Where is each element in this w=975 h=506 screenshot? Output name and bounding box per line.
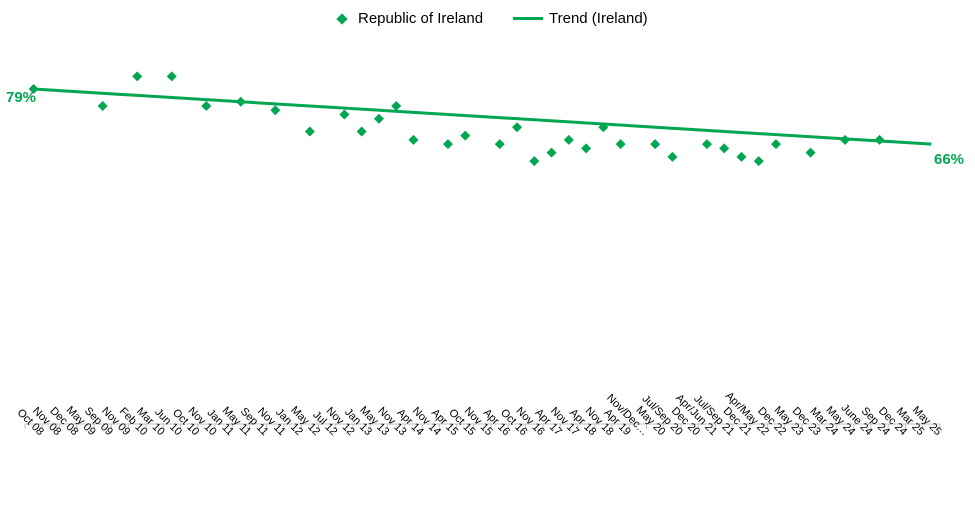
legend: Republic of Ireland Trend (Ireland) — [0, 10, 975, 32]
diamond-marker-icon — [336, 12, 348, 25]
data-point — [442, 139, 453, 150]
trend-start-label: 79% — [6, 89, 37, 106]
data-point — [408, 134, 419, 145]
data-point — [201, 101, 212, 111]
data-point — [615, 139, 626, 150]
data-point — [546, 147, 557, 158]
data-point — [373, 113, 384, 124]
data-point — [512, 122, 523, 133]
data-point — [770, 139, 781, 150]
data-point — [460, 130, 471, 141]
data-point — [304, 126, 315, 137]
trend-line — [33, 87, 932, 146]
data-point — [650, 139, 661, 150]
legend-item-trend: Trend (Ireland) — [513, 10, 648, 27]
data-point — [339, 109, 350, 120]
legend-trend-label: Trend (Ireland) — [549, 10, 648, 27]
data-point — [166, 71, 177, 82]
data-point — [356, 126, 367, 137]
data-point — [529, 156, 540, 167]
legend-series-label: Republic of Ireland — [358, 10, 484, 27]
data-point — [28, 84, 39, 95]
trend-end-label: 66% — [934, 151, 965, 168]
data-point — [581, 143, 592, 154]
data-point — [701, 139, 712, 150]
data-point — [598, 122, 609, 133]
data-point — [805, 147, 816, 158]
data-point — [270, 105, 281, 116]
data-point — [753, 156, 764, 167]
data-point — [736, 151, 747, 162]
data-point — [132, 71, 143, 82]
legend-item-series: Republic of Ireland — [336, 10, 484, 27]
data-points — [28, 71, 885, 167]
data-point — [494, 139, 505, 150]
data-point — [667, 151, 678, 162]
data-point — [563, 134, 574, 145]
data-point — [235, 96, 246, 107]
data-point — [840, 134, 851, 145]
data-point — [874, 134, 885, 145]
data-point — [719, 143, 730, 154]
x-axis-ticks — [24, 424, 941, 429]
data-point — [97, 101, 108, 111]
data-point — [391, 101, 402, 111]
line-marker-icon — [513, 17, 543, 20]
